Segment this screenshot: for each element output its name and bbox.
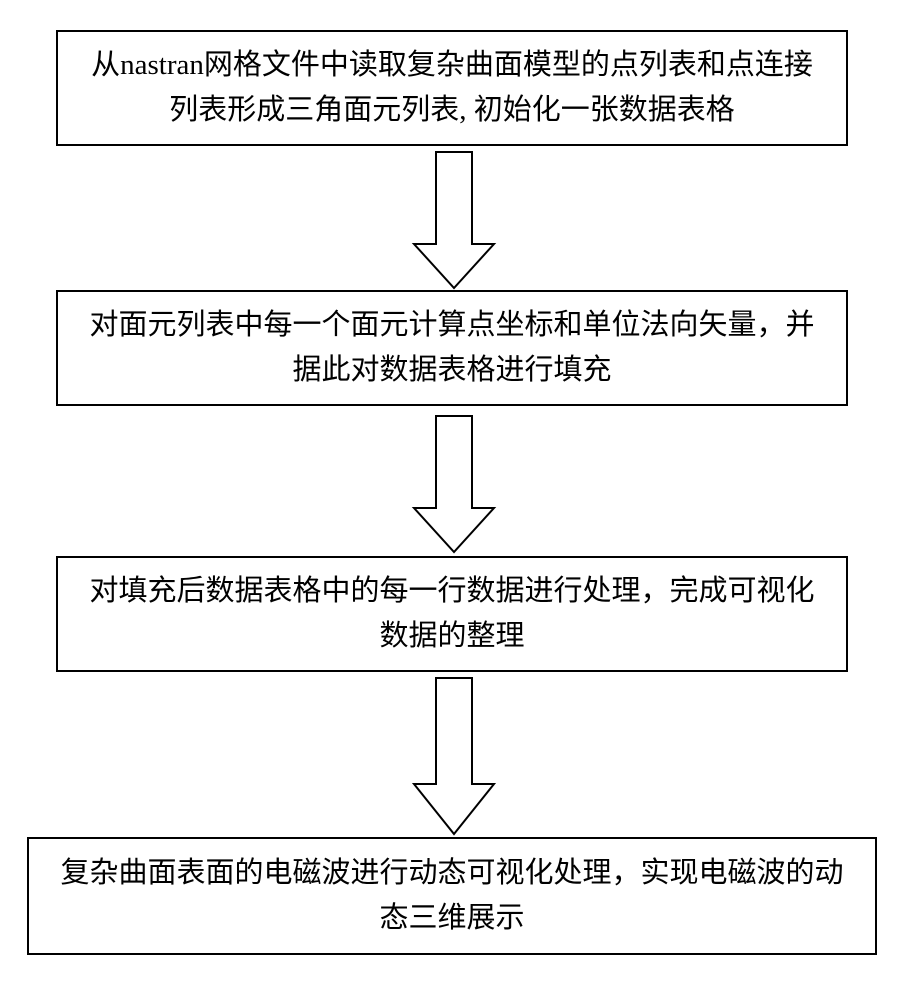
flowchart-arrow-1 <box>406 150 502 290</box>
flowchart-node-1: 从nastran网格文件中读取复杂曲面模型的点列表和点连接列表形成三角面元列表,… <box>56 30 848 146</box>
flowchart-node-1-text: 从nastran网格文件中读取复杂曲面模型的点列表和点连接列表形成三角面元列表,… <box>88 43 816 133</box>
flowchart-node-3-text: 对填充后数据表格中的每一行数据进行处理，完成可视化数据的整理 <box>88 569 816 659</box>
flowchart-node-3: 对填充后数据表格中的每一行数据进行处理，完成可视化数据的整理 <box>56 556 848 672</box>
flowchart-node-4: 复杂曲面表面的电磁波进行动态可视化处理，实现电磁波的动态三维展示 <box>27 837 877 955</box>
flowchart-node-2: 对面元列表中每一个面元计算点坐标和单位法向矢量，并据此对数据表格进行填充 <box>56 290 848 406</box>
flowchart-node-2-text: 对面元列表中每一个面元计算点坐标和单位法向矢量，并据此对数据表格进行填充 <box>88 303 816 393</box>
flowchart-arrow-3 <box>406 676 502 836</box>
flowchart-node-4-text: 复杂曲面表面的电磁波进行动态可视化处理，实现电磁波的动态三维展示 <box>59 851 845 941</box>
flowchart-arrow-2 <box>406 414 502 554</box>
flowchart-canvas: 从nastran网格文件中读取复杂曲面模型的点列表和点连接列表形成三角面元列表,… <box>0 0 901 1000</box>
